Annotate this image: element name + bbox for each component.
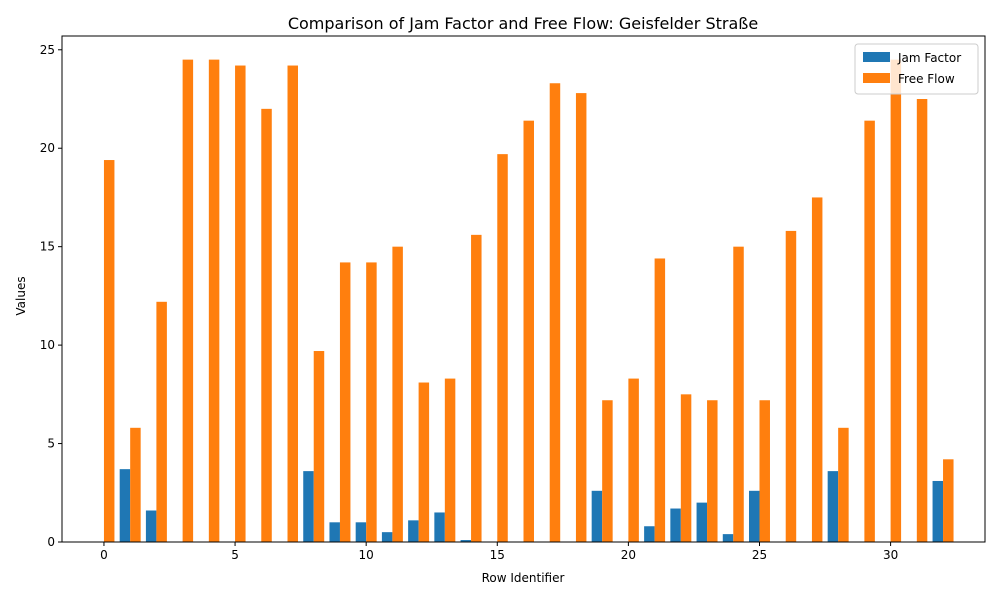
jam-factor-bar [827,471,839,542]
x-tick-label: 15 [490,548,505,562]
free-flow-bar [654,258,666,542]
free-flow-bar [392,246,403,543]
y-axis-label: Values [14,276,28,315]
free-flow-bar [707,400,718,542]
free-flow-bar [235,65,246,542]
y-tick-label: 5 [47,437,55,451]
x-axis-label: Row Identifier [482,571,565,585]
jam-factor-bar [145,510,157,542]
jam-factor-bar [355,522,367,542]
free-flow-bar [628,378,639,542]
free-flow-bar [838,427,849,542]
free-flow-bar [864,120,875,543]
y-tick-label: 20 [40,141,55,155]
free-flow-bar [418,382,430,542]
x-tick-label: 30 [883,548,898,562]
jam-factor-bar [460,540,472,542]
y-tick-label: 15 [40,240,55,254]
y-tick-label: 0 [47,535,55,549]
jam-factor-bar [408,520,419,542]
jam-factor-bar [381,532,393,542]
legend-swatch [863,52,890,62]
legend-label: Jam Factor [897,51,961,65]
jam-factor-bar [932,480,944,542]
free-flow-bar [497,154,508,542]
jam-factor-bar [329,522,340,542]
free-flow-bar [575,93,587,542]
legend: Jam Factor Free Flow [854,43,979,95]
x-tick-label: 20 [621,548,636,562]
x-tick-label: 0 [100,548,108,562]
jam-factor-bar [119,469,131,542]
free-flow-bar [549,83,561,542]
jam-factor-bar [303,471,314,542]
jam-factor-bar [696,502,708,542]
free-flow-bar [313,351,325,542]
axes-frame [61,35,986,543]
free-flow-bar [208,59,220,542]
free-flow-bar [733,246,744,543]
free-flow-bar [523,120,534,543]
jam-factor-bar [434,512,445,542]
free-flow-bar [471,234,482,543]
free-flow-bar [261,108,272,542]
free-flow-bar [366,262,377,542]
free-flow-bar [890,59,902,542]
free-flow-bar [103,160,115,542]
y-tick-label: 25 [40,43,55,57]
free-flow-bar [602,400,613,542]
free-flow-bar [444,378,456,542]
free-flow-bar [339,262,351,542]
free-flow-bar [785,230,797,543]
legend-swatch [863,73,890,83]
free-flow-bar [130,427,141,542]
free-flow-bar [811,197,823,543]
jam-factor-bar [670,508,681,542]
free-flow-bar [287,65,298,542]
free-flow-bar [916,99,928,542]
free-flow-bar [156,301,167,542]
x-tick-label: 25 [752,548,767,562]
legend-label: Free Flow [898,72,955,86]
free-flow-bar [759,400,770,542]
jam-factor-bar [644,526,655,542]
plot-area: 0 5 10 15 20 25 30 0 5 10 15 20 25 [40,35,986,562]
x-tick-label: 5 [231,548,239,562]
jam-factor-bar [722,534,734,542]
jam-factor-bar [749,490,760,542]
y-tick-label: 10 [40,338,55,352]
free-flow-bar [182,59,194,542]
free-flow-bar [680,394,692,542]
jam-factor-bar [591,490,603,542]
chart-title: Comparison of Jam Factor and Free Flow: … [288,14,758,33]
x-tick-label: 10 [359,548,374,562]
free-flow-bar [943,459,954,542]
